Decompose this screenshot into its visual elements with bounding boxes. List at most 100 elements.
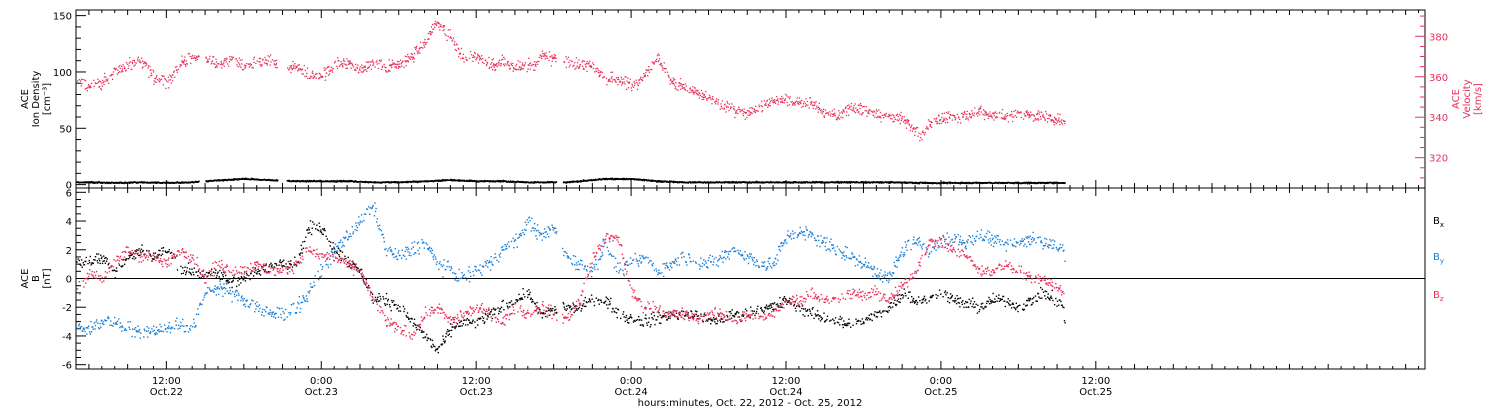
velocity-series xyxy=(77,21,1066,142)
bfield-tick-label: 4 xyxy=(66,217,72,228)
bx-point xyxy=(155,252,156,253)
velocity-point xyxy=(363,71,364,72)
velocity-point xyxy=(866,116,867,117)
bx-point xyxy=(456,325,457,326)
velocity-point xyxy=(268,60,269,61)
bx-point xyxy=(143,250,144,251)
velocity-point xyxy=(860,103,861,104)
velocity-point xyxy=(874,111,875,112)
velocity-point xyxy=(681,86,682,87)
velocity-point xyxy=(527,71,528,72)
bx-point xyxy=(416,327,417,328)
velocity-point xyxy=(661,63,662,64)
density-point xyxy=(198,181,199,182)
velocity-point xyxy=(1042,114,1043,115)
velocity-point xyxy=(593,64,594,65)
velocity-point xyxy=(880,112,881,113)
bx-point xyxy=(299,254,300,255)
bx-point xyxy=(359,272,360,273)
velocity-point xyxy=(1061,119,1062,120)
velocity-point xyxy=(749,111,750,112)
velocity-point xyxy=(822,113,823,114)
velocity-point xyxy=(855,103,856,104)
bx-point xyxy=(310,220,311,221)
velocity-point xyxy=(812,105,813,106)
velocity-point xyxy=(320,74,321,75)
velocity-point xyxy=(832,110,833,111)
velocity-point xyxy=(412,54,413,55)
velocity-point xyxy=(174,77,175,78)
velocity-point xyxy=(821,111,822,112)
bx-point xyxy=(411,318,412,319)
velocity-point xyxy=(947,122,948,123)
velocity-point xyxy=(1057,121,1058,122)
velocity-point xyxy=(1034,120,1035,121)
velocity-point xyxy=(770,101,771,102)
velocity-point xyxy=(507,63,508,64)
bx-point xyxy=(135,257,136,258)
velocity-point xyxy=(344,61,345,62)
velocity-point xyxy=(1011,114,1012,115)
velocity-point xyxy=(801,100,802,101)
velocity-point xyxy=(398,68,399,69)
velocity-point xyxy=(606,84,607,85)
velocity-point xyxy=(926,126,927,127)
velocity-point xyxy=(290,65,291,66)
velocity-point xyxy=(1057,120,1058,121)
velocity-point xyxy=(764,100,765,101)
velocity-point xyxy=(988,118,989,119)
velocity-point xyxy=(912,131,913,132)
bx-point xyxy=(93,263,94,264)
velocity-point xyxy=(98,82,99,83)
velocity-point xyxy=(769,99,770,100)
velocity-point xyxy=(324,67,325,68)
velocity-point xyxy=(804,101,805,102)
velocity-point xyxy=(137,59,138,60)
velocity-point xyxy=(378,62,379,63)
velocity-point xyxy=(1012,116,1013,117)
velocity-point xyxy=(249,66,250,67)
velocity-point xyxy=(848,105,849,106)
bx-point xyxy=(165,252,166,253)
velocity-point xyxy=(947,113,948,114)
velocity-point xyxy=(1008,121,1009,122)
bx-point xyxy=(227,280,228,281)
velocity-point xyxy=(185,64,186,65)
velocity-point xyxy=(875,113,876,114)
velocity-point xyxy=(842,113,843,114)
velocity-point xyxy=(426,42,427,43)
velocity-point xyxy=(596,71,597,72)
velocity-point xyxy=(823,115,824,116)
velocity-point xyxy=(125,70,126,71)
velocity-point xyxy=(465,57,466,58)
velocity-point xyxy=(645,74,646,75)
velocity-point xyxy=(181,56,182,57)
velocity-point xyxy=(241,59,242,60)
bx-point xyxy=(359,270,360,271)
bx-point xyxy=(330,242,331,243)
velocity-point xyxy=(940,119,941,120)
velocity-point xyxy=(454,45,455,46)
velocity-point xyxy=(222,64,223,65)
velocity-point xyxy=(746,112,747,113)
velocity-point xyxy=(905,120,906,121)
velocity-point xyxy=(869,113,870,114)
velocity-point xyxy=(866,106,867,107)
velocity-point xyxy=(868,112,869,113)
velocity-point xyxy=(955,119,956,120)
bx-point xyxy=(460,326,461,327)
velocity-point xyxy=(153,70,154,71)
bx-point xyxy=(318,230,319,231)
velocity-point xyxy=(1011,111,1012,112)
velocity-point xyxy=(955,118,956,119)
velocity-point xyxy=(1045,111,1046,112)
velocity-point xyxy=(849,109,850,110)
velocity-point xyxy=(239,58,240,59)
velocity-point xyxy=(994,115,995,116)
velocity-point xyxy=(153,71,154,72)
velocity-point xyxy=(788,97,789,98)
bx-point xyxy=(190,273,191,274)
bx-point xyxy=(395,304,396,305)
velocity-point xyxy=(1041,112,1042,113)
